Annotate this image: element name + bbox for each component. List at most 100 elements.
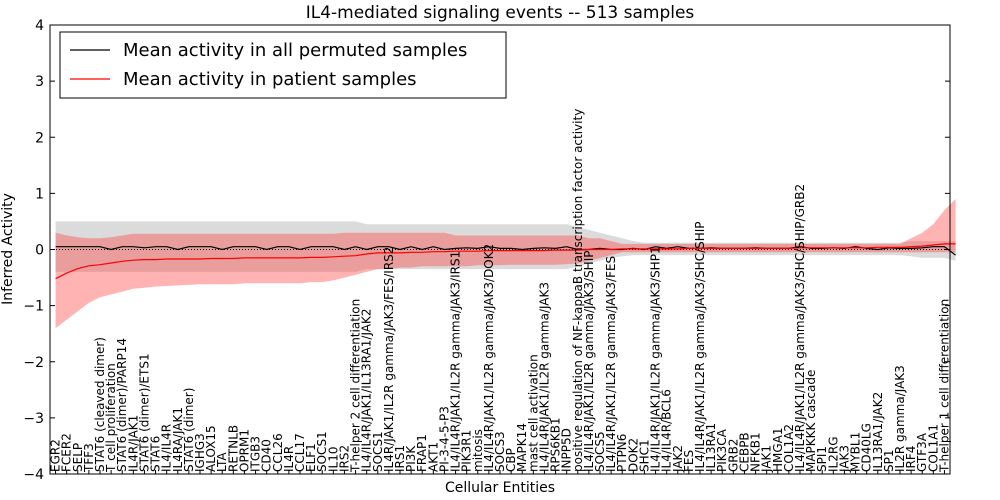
x-tick-label: PI-3-4-5-P3 [437, 406, 451, 472]
x-tick-label: mitosis [471, 429, 485, 472]
x-tick-label: IRS1 [393, 445, 407, 472]
x-tick-label: T-helper 1 cell differentiation [937, 299, 951, 473]
y-tick-label: −4 [23, 467, 44, 483]
x-tick-label: NFKB1 [749, 432, 763, 472]
legend-box [59, 31, 507, 99]
x-tick-label: RETNLB [226, 425, 240, 472]
x-tick-label: IL4/IL4R/JAK1/IL2R gamma/JAK3/DOK2 [482, 244, 496, 472]
chart-title: IL4-mediated signaling events -- 513 sam… [306, 3, 695, 23]
plot-frame [49, 24, 951, 475]
x-tick-label: IL4R/JAK1/IL2R gamma/JAK3/FES/IRS2 [382, 247, 396, 472]
x-tick-label: HMGA1 [771, 427, 785, 472]
x-tick-label: PTPN6 [615, 434, 629, 472]
x-tick-label: LTA [215, 452, 229, 472]
x-tick-label: IL4/IL4R [160, 424, 174, 472]
x-tick-label: RPS6KB1 [549, 417, 563, 472]
x-tick-label: ALOX15 [204, 425, 218, 472]
y-axis: −4 −3 −2 −1 0 1 2 3 4 [23, 18, 950, 483]
x-tick-label: FCER2 [60, 433, 74, 472]
x-tick-label: CD40LG [860, 423, 874, 472]
x-tick-label: TFF3 [82, 443, 96, 473]
x-tick-label: JAK1 [760, 445, 774, 473]
x-tick-label: mast cell activation [526, 354, 540, 472]
x-tick-label: SHC1 [637, 439, 651, 472]
x-tick-label: ITGB3 [249, 436, 263, 472]
y-tick-label: 0 [35, 243, 44, 259]
x-tick-label: DOK2 [626, 438, 640, 472]
y-tick-label: −2 [23, 355, 44, 371]
y-tick-label: −3 [23, 411, 44, 427]
x-tick-label: INPP5D [560, 428, 574, 472]
x-tick-label: STAT6 (dimer)/ETS1 [137, 353, 151, 472]
x-tick-label: AKT1 [426, 442, 440, 472]
x-tick-label: MYBL1 [849, 432, 863, 472]
legend-entry: Mean activity in patient samples [123, 69, 417, 90]
x-tick-label: positive regulation of NF-kappaB transcr… [571, 109, 585, 472]
x-tick-label: CCL17 [293, 433, 307, 472]
y-tick-label: 1 [35, 186, 44, 202]
permuted-band [55, 221, 956, 272]
x-tick-label: IL4R/JAK1 [126, 415, 140, 472]
x-tick-label: PIK3CA [715, 428, 729, 472]
x-tick-label: PI3K [404, 445, 418, 472]
x-tick-label: SELP [71, 443, 85, 472]
x-tick-label: OPRM1 [237, 429, 251, 472]
x-tick-label: SOCS1 [371, 431, 385, 472]
x-tick-label: SOCS3 [493, 431, 507, 472]
y-tick-label: 2 [35, 130, 44, 146]
x-tick-label: IL13RA1 [704, 423, 718, 472]
x-tick-label: IGHG3 [193, 433, 207, 472]
x-tick-label: IRS2 [337, 445, 351, 472]
x-tick-label: IL4/IL4R/JAK1/IL2R gamma/JAK3/SHP1 [649, 246, 663, 472]
x-tick-label: PIK3R1 [460, 430, 474, 472]
series-line-1 [55, 243, 956, 280]
x-tick-label: IL4/IL4R/BCL6 [660, 389, 674, 472]
x-tick-label: EGR2 [49, 439, 63, 472]
x-tick-label: IL10 [326, 447, 340, 473]
x-tick-label: IL4/IL4R/JAK1/IL13RA1/JAK2 [360, 309, 374, 473]
x-tick-label: IL4/IL4R/JAK1/IL2R gamma/JAK3/IRS1 [449, 251, 463, 472]
x-tick-label: IL4/IL4R/JAK1/IL2R gamma/JAK3/SHIP [582, 251, 596, 472]
x-tick-label: SP1 [882, 450, 896, 473]
x-tick-label: GRB2 [726, 438, 740, 472]
x-tick-label: MAPK14 [515, 423, 529, 472]
x-tick-label: CCL26 [271, 433, 285, 472]
x-tick-label: MAPKKK cascade [804, 370, 818, 472]
x-tick-label: IL13RA1/JAK2 [871, 392, 885, 472]
x-tick-label: SOCS1 [315, 431, 329, 472]
x-tick-label: IL4/IL4R/JAK1/IL2R gamma/JAK3 [537, 282, 551, 472]
x-tick-label: GTF3A [915, 432, 929, 472]
y-tick-label: 3 [35, 74, 44, 90]
x-tick-label: COL1A1 [926, 424, 940, 472]
patient-band [55, 199, 956, 329]
x-tick-label: CBP [504, 448, 518, 472]
x-axis-label: Cellular Entities [445, 480, 555, 496]
x-tick-label: IL4/IL4R/JAK1/IL2R gamma/JAK3/SHC/SHIP/G… [793, 184, 807, 472]
x-tick-label: T cell proliferation [104, 363, 118, 473]
x-tick-label: IL2RG [826, 437, 840, 473]
x-tick-label: FES [682, 450, 696, 472]
x-tick-label: STAT6 [149, 436, 163, 472]
series-lines [55, 243, 956, 280]
x-tick-label: SOCS5 [593, 431, 607, 472]
x-tick-label: IL4/IL4R/JAK1/IL2R gamma/JAK3/FES [604, 256, 618, 472]
x-tick-label: CEBPB [737, 432, 751, 472]
x-tick-label: STAT6 (cleaved dimer) [93, 337, 107, 472]
x-tick-label: JAK2 [671, 445, 685, 473]
x-tick-label: STAT6 (dimer) [182, 388, 196, 472]
legend-entry: Mean activity in all permuted samples [123, 40, 467, 61]
x-tick-label: ELF1 [304, 443, 318, 472]
legend: Mean activity in all permuted samples Mea… [59, 31, 507, 99]
x-tick-label: JAK3 [837, 445, 851, 473]
y-tick-label: 4 [35, 18, 44, 34]
x-tick-label: IL4R [282, 446, 296, 472]
shaded-bands [50, 199, 956, 329]
x-tick-label: COL1A2 [782, 424, 796, 472]
x-tick-label: CD40 [260, 439, 274, 472]
x-tick-label: SPI1 [815, 446, 829, 472]
x-tick-label: IRF4 [904, 446, 918, 472]
x-tick-label: IL2R gamma/JAK3 [893, 365, 907, 472]
y-axis-label: Inferred Activity [0, 193, 16, 305]
